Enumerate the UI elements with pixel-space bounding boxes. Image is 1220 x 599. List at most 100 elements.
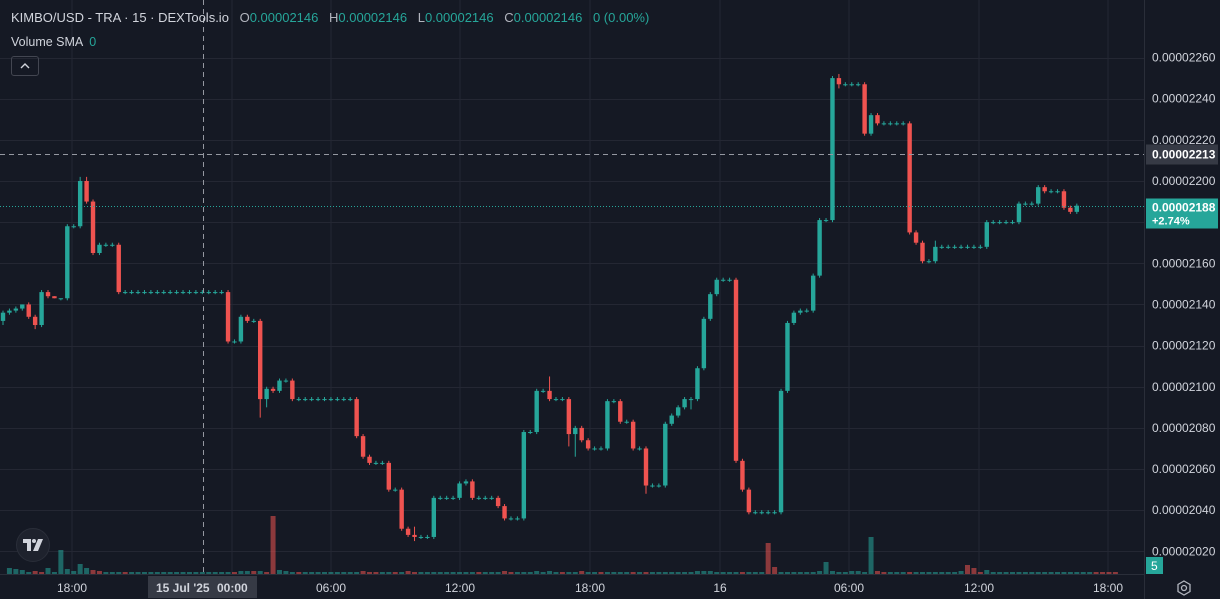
candle-body [515,518,520,520]
candle-body [881,123,887,125]
candle-body [1036,187,1041,204]
candle-body [225,292,231,342]
candle-body [187,292,192,294]
candle-body [393,489,398,491]
candle-body [1010,222,1015,224]
volume-bar [958,571,964,574]
chart-settings-button[interactable] [1174,578,1194,598]
volume-bar [662,572,668,574]
candle-body [933,246,938,262]
price-tick-label: 0.00002080 [1152,421,1216,435]
candle-body [1061,191,1067,208]
volume-bar [559,572,565,574]
collapse-legend-button[interactable] [11,56,39,76]
candle-body [315,399,321,401]
volume-bar [482,572,488,574]
volume-bar [521,572,527,574]
candle-body [656,485,662,487]
volume-bar [1048,572,1054,574]
volume-bar [739,572,745,574]
candle-body [560,399,565,401]
volume-bar [90,570,96,574]
candle-body [90,201,96,253]
candle-body [322,399,327,401]
high-label: H [329,10,339,25]
volume-bar [765,543,771,574]
volume-bars [6,516,1118,574]
volume-bar [791,572,797,574]
tradingview-logo-icon [23,539,43,551]
candle-body [58,298,64,300]
volume-bar [907,572,913,574]
candle-body [219,292,224,294]
candle-body [720,279,726,281]
candle-body [386,462,391,490]
candle-body [624,421,629,423]
candle-body [521,432,527,519]
price-tick-label: 0.00002020 [1152,544,1216,558]
candle-body [573,427,578,435]
price-tick-label: 0.00002260 [1152,51,1216,65]
candle-body [283,380,289,382]
candle-body [335,399,340,401]
volume-bar [598,572,604,574]
candle-body [77,180,83,227]
candle-body [212,292,218,294]
volume-bar [990,572,996,574]
volume-bar [309,572,315,574]
crosshair-time-label: 00:00 [217,581,248,595]
candle-body [52,296,57,299]
volume-bar [154,572,160,574]
volume-bar [437,572,443,574]
volume-bar [759,572,765,574]
volume-bar [167,572,173,574]
candle-body [270,388,276,391]
volume-bar [817,571,823,574]
volume-bar [1074,572,1080,574]
candle-body [830,78,835,221]
volume-bar [219,572,225,574]
candle-body [1074,205,1080,212]
tradingview-logo[interactable] [16,528,50,562]
candle-body [341,399,346,401]
candle-body [1068,207,1073,212]
volume-bar [797,572,803,574]
volume-bar [103,572,109,574]
volume-bar [971,568,977,574]
candle-body [135,292,141,294]
volume-bar [19,570,25,574]
chart-grid [0,0,1144,574]
candle-body [348,399,353,401]
candle-body [875,115,880,124]
candle-body [740,460,745,490]
volume-bar [367,572,373,574]
volume-bar [341,572,347,574]
candle-body [148,292,154,294]
volume-bar [919,572,925,574]
candle-body [444,497,449,499]
candle-body [425,536,430,538]
volume-sma-legend[interactable]: Volume SMA 0 [11,35,96,49]
candle-body [965,246,970,248]
candle-body [360,436,366,457]
volume-bar [1087,572,1093,574]
volume-bar [945,572,951,574]
change-value: 0 (0.00%) [592,10,650,25]
volume-bar [900,572,906,574]
candle-body [785,322,790,391]
candle-body [566,399,572,435]
candle-body [45,292,51,297]
candle-body [643,448,649,486]
volume-bar [186,572,192,574]
crosshair-date-label: 15 Jul '25 [156,581,210,595]
last-price-label: 0.00002188 [1152,201,1216,215]
volume-bar [6,568,12,574]
candle-body [714,279,719,295]
price-tick-label: 0.00002240 [1152,92,1216,106]
candle-body [380,462,385,464]
volume-bar [264,572,270,574]
volume-value-label: 5 [1151,559,1158,573]
price-axis-background [1144,0,1220,599]
volume-bar [399,572,405,574]
